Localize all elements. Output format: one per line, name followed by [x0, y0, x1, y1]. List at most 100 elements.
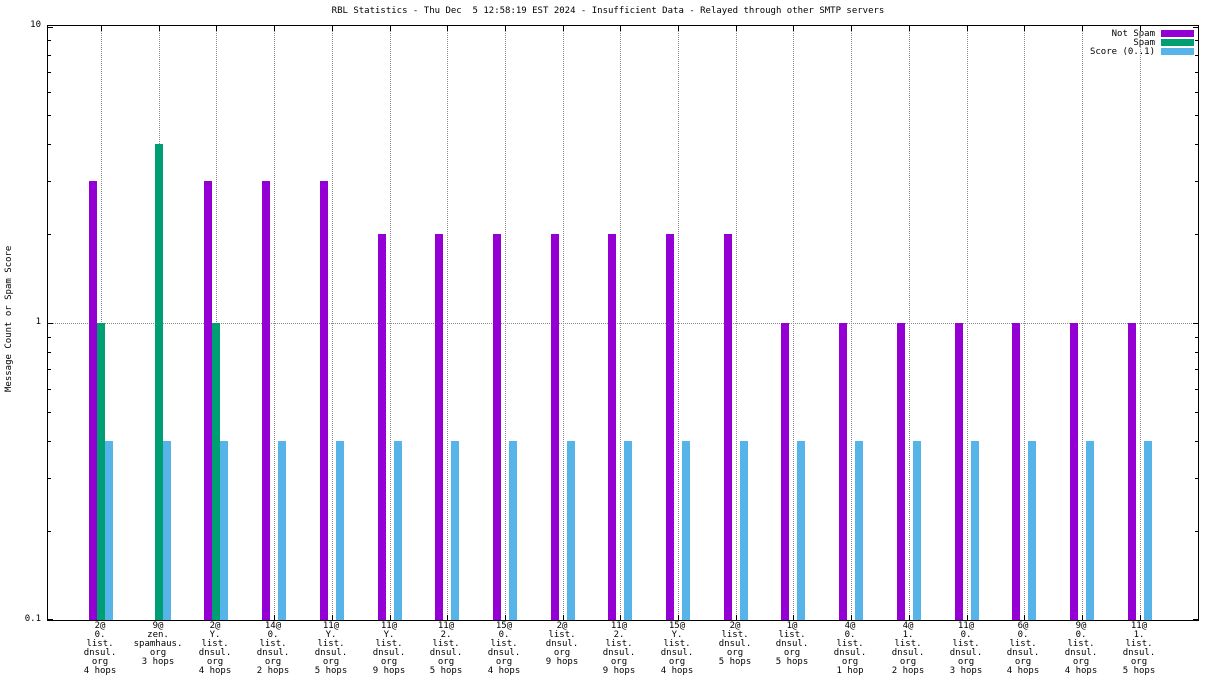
bar-score-0-1 — [971, 441, 979, 620]
x-label-line: 4 hops — [487, 666, 521, 676]
x-label-line: 0. — [1017, 630, 1029, 640]
x-label-line: org — [1072, 657, 1090, 667]
x-tick-top — [736, 26, 737, 31]
bar-spam — [212, 323, 220, 620]
x-category-label: 14@ 0. list. dnsul. org 2 hops — [228, 622, 318, 676]
x-label-line: 1. — [902, 630, 914, 640]
x-label-line: dnsul. — [1122, 648, 1156, 658]
x-tick-bottom — [678, 615, 679, 620]
bar-not-spam — [781, 323, 789, 620]
x-tick-bottom — [793, 615, 794, 620]
x-label-line: org — [91, 657, 109, 667]
y-major-tick-right — [1193, 619, 1198, 620]
y-major-tick-right — [1193, 27, 1198, 28]
x-label-line: 2 hops — [891, 666, 925, 676]
x-label-line: org — [726, 648, 744, 658]
legend-swatch — [1161, 30, 1194, 37]
y-minor-tick-right — [1195, 234, 1198, 235]
x-label-line: 3 hops — [949, 666, 983, 676]
y-minor-tick-right — [1195, 441, 1198, 442]
x-label-line: 1. — [1133, 630, 1145, 640]
y-minor-tick-left — [48, 234, 51, 235]
x-category-label: 11@ Y. list. dnsul. org 5 hops — [286, 622, 376, 676]
x-tick-top — [1140, 26, 1141, 31]
y-major-tick-right — [1193, 323, 1198, 324]
x-label-line: 15@ — [668, 621, 686, 631]
x-label-line: 4 hops — [1006, 666, 1040, 676]
y-minor-tick-right — [1195, 144, 1198, 145]
x-label-line: 2@ — [209, 621, 221, 631]
y-tick-label: 1 — [35, 317, 41, 327]
bar-not-spam — [1128, 323, 1136, 620]
y-minor-tick-left — [48, 115, 51, 116]
x-label-line: dnsul. — [660, 648, 694, 658]
y-minor-tick-left — [48, 369, 51, 370]
legend-label: Spam — [1133, 37, 1155, 48]
x-tick-bottom — [1024, 615, 1025, 620]
x-label-line: dnsul. — [602, 648, 636, 658]
x-tick-top — [563, 26, 564, 31]
bar-score-0-1 — [797, 441, 805, 620]
x-tick-top — [967, 26, 968, 31]
x-label-line: 9@ — [152, 621, 164, 631]
y-minor-tick-right — [1195, 412, 1198, 413]
x-category-label: 11@ 0. list. dnsul. org 3 hops — [921, 622, 1011, 676]
y-minor-tick-left — [48, 441, 51, 442]
x-label-line: 15@ — [495, 621, 513, 631]
x-tick-top — [101, 26, 102, 31]
legend-entry: Score (0..1) — [1090, 47, 1194, 57]
bar-score-0-1 — [913, 441, 921, 620]
x-tick-top — [216, 26, 217, 31]
x-tick-bottom — [736, 615, 737, 620]
x-label-line: zen. — [147, 630, 169, 640]
x-label-line: list. — [201, 639, 229, 649]
legend-swatch — [1161, 48, 1194, 55]
x-label-line: 4 hops — [198, 666, 232, 676]
bar-not-spam — [955, 323, 963, 620]
bar-score-0-1 — [1086, 441, 1094, 620]
y-minor-tick-right — [1195, 531, 1198, 532]
legend-label: Not Spam — [1111, 28, 1155, 39]
bar-score-0-1 — [855, 441, 863, 620]
x-label-line: 9 hops — [372, 666, 406, 676]
bar-not-spam — [666, 234, 674, 620]
x-tick-bottom — [851, 615, 852, 620]
y-minor-tick-right — [1195, 337, 1198, 338]
x-label-line: dnsul. — [775, 639, 809, 649]
chart-title: RBL Statistics - Thu Dec 5 12:58:19 EST … — [331, 6, 885, 16]
x-label-line: list. — [317, 639, 345, 649]
x-label-line: org — [264, 657, 282, 667]
x-label-line: org — [610, 657, 628, 667]
y-minor-tick-left — [48, 352, 51, 353]
x-label-line: 2@ — [729, 621, 741, 631]
bar-not-spam — [493, 234, 501, 620]
x-label-line: 4@ — [902, 621, 914, 631]
x-label-line: list. — [778, 630, 806, 640]
y-minor-tick-right — [1195, 92, 1198, 93]
x-label-line: dnsul. — [487, 648, 521, 658]
x-label-line: 6@ — [1017, 621, 1029, 631]
x-label-line: Y. — [325, 630, 337, 640]
x-category-label: 15@ 0. list. dnsul. org 4 hops — [459, 622, 549, 676]
y-minor-tick-left — [48, 92, 51, 93]
x-category-label: 4@ 1. list. dnsul. org 2 hops — [863, 622, 953, 676]
x-label-line: org — [1130, 657, 1148, 667]
x-label-line: 5 hops — [718, 657, 752, 667]
y-minor-tick-left — [48, 478, 51, 479]
x-label-line: dnsul. — [314, 648, 348, 658]
x-tick-top — [505, 26, 506, 31]
bar-score-0-1 — [1144, 441, 1152, 620]
bar-not-spam — [551, 234, 559, 620]
bar-not-spam — [89, 181, 97, 620]
x-label-line: 0. — [267, 630, 279, 640]
x-label-line: 11@ — [437, 621, 455, 631]
x-label-line: 2. — [440, 630, 452, 640]
x-label-line: list. — [259, 639, 287, 649]
bar-not-spam — [897, 323, 905, 620]
x-label-line: Y. — [209, 630, 221, 640]
x-label-line: 4@ — [844, 621, 856, 631]
x-category-label: 1@ list. dnsul. org 5 hops — [747, 622, 837, 667]
bar-not-spam — [378, 234, 386, 620]
x-label-line: org — [957, 657, 975, 667]
x-label-line: 1 hop — [836, 666, 864, 676]
